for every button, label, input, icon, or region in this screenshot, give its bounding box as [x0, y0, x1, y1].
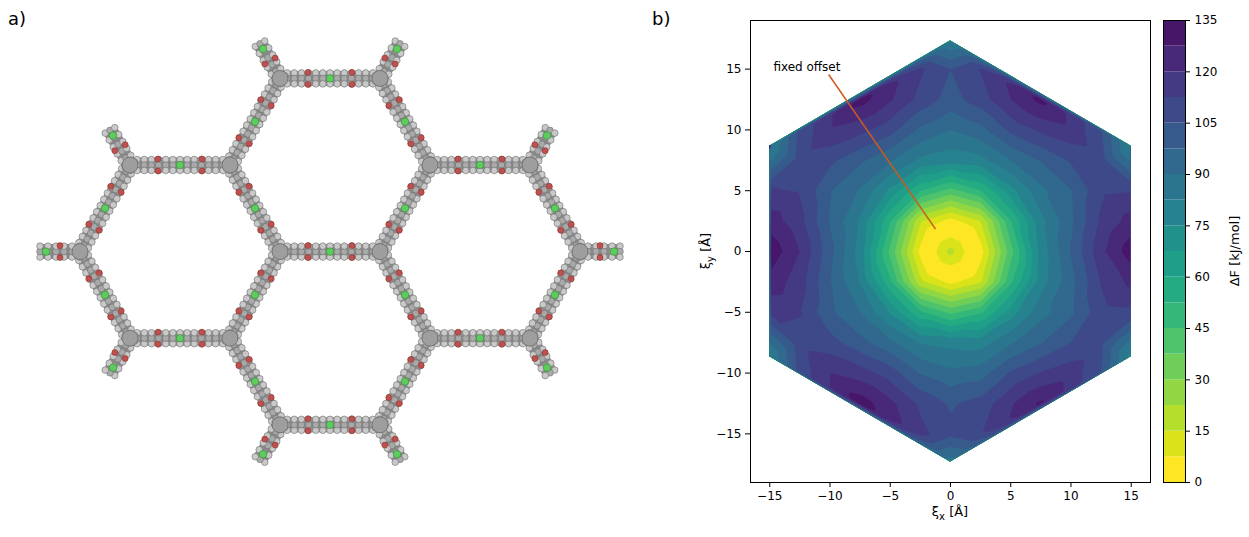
- svg-text:−15: −15: [757, 489, 782, 503]
- svg-text:135: 135: [1195, 13, 1218, 27]
- html-text:a): a): [8, 8, 27, 29]
- svg-text:15: 15: [1195, 424, 1210, 438]
- html-text:[Å]: [Å]: [698, 232, 714, 256]
- svg-text:10: 10: [726, 123, 741, 137]
- svg-text:0: 0: [947, 489, 955, 503]
- svg-text:5: 5: [1007, 489, 1015, 503]
- svg-text:60: 60: [1195, 270, 1210, 284]
- html-text:ΔF [kJ/mol]: ΔF [kJ/mol]: [1226, 215, 1242, 287]
- svg-text:90: 90: [1195, 167, 1210, 181]
- svg-text:5: 5: [734, 184, 742, 198]
- svg-text:15: 15: [726, 62, 741, 76]
- svg-text:15: 15: [1124, 489, 1139, 503]
- svg-text:75: 75: [1195, 219, 1210, 233]
- html-text:b): b): [652, 8, 671, 29]
- html-text:ξ: ξ: [698, 261, 714, 270]
- html-text:ξx[Å]: ξx[Å]: [931, 504, 969, 522]
- svg-text:−15: −15: [716, 427, 741, 441]
- svg-text:−5: −5: [724, 305, 742, 319]
- svg-text:−5: −5: [881, 489, 899, 503]
- svg-text:10: 10: [1063, 489, 1078, 503]
- svg-text:−10: −10: [716, 366, 741, 380]
- svg-text:30: 30: [1195, 373, 1210, 387]
- html-text:y: y: [704, 256, 716, 262]
- svg-text:120: 120: [1195, 65, 1218, 79]
- svg-text:0: 0: [1195, 475, 1203, 489]
- svg-text:45: 45: [1195, 321, 1210, 335]
- svg-text:105: 105: [1195, 116, 1218, 130]
- svg-text:0: 0: [734, 244, 742, 258]
- svg-text:fixed offset: fixed offset: [773, 60, 840, 74]
- svg-text:−10: −10: [817, 489, 842, 503]
